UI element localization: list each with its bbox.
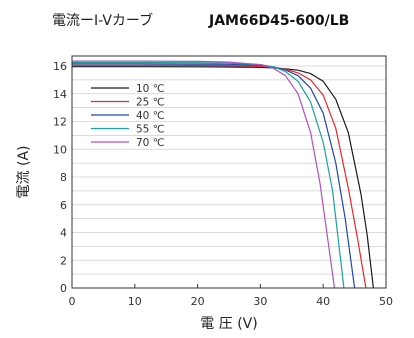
y-tick-label: 4 [60, 227, 67, 240]
series-line-3 [72, 61, 345, 289]
plot-frame [71, 55, 387, 289]
x-tick-label: 10 [128, 295, 142, 308]
y-tick-label: 8 [60, 171, 67, 184]
x-tick-label: 50 [379, 295, 393, 308]
y-axis-label: 電流 (A) [16, 146, 32, 199]
legend: 10 ℃ 25 ℃40 ℃ 55 ℃70 ℃ [91, 83, 165, 149]
series-line-4 [72, 60, 336, 289]
x-axis-label: 電 圧 (V) [200, 316, 257, 332]
series-lines [72, 60, 374, 289]
grid [72, 65, 386, 289]
legend-label: 55 ℃ [136, 124, 165, 136]
y-tick-label: 16 [53, 60, 67, 73]
series-line-1 [72, 64, 367, 289]
legend-label: 70 ℃ [136, 137, 165, 149]
y-tick-label: 2 [60, 254, 67, 267]
legend-label: 40 ℃ [136, 110, 165, 122]
axis-ticks: 0 2 4 6 8 10 12 14 16 0 10 20 30 40 50 [53, 60, 393, 308]
y-tick-label: 6 [60, 199, 67, 212]
series-line-2 [72, 63, 356, 289]
x-tick-label: 30 [253, 295, 267, 308]
chart-model-number: JAM66D45-600/LB [208, 13, 349, 29]
y-tick-label: 12 [53, 116, 67, 129]
y-tick-label: 0 [60, 282, 67, 295]
legend-label: 25 ℃ [136, 97, 165, 109]
chart-title: 電流ーI-Vカーブ [52, 12, 153, 29]
series-line-0 [72, 66, 374, 289]
x-tick-label: 0 [69, 295, 76, 308]
y-tick-label: 14 [53, 88, 67, 101]
y-tick-label: 10 [53, 143, 67, 156]
x-tick-label: 40 [316, 295, 330, 308]
legend-label: 10 ℃ [136, 83, 165, 95]
x-tick-label: 20 [191, 295, 205, 308]
